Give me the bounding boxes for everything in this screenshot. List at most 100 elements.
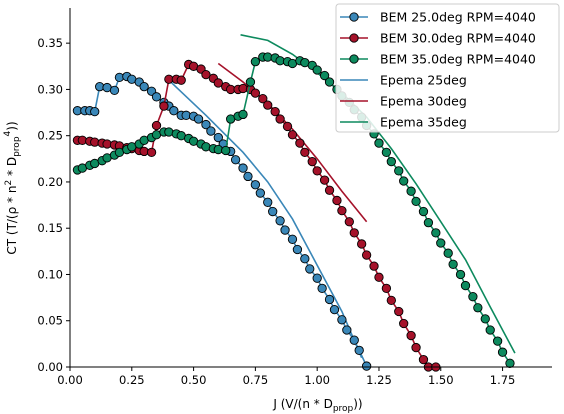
- data-point: [250, 57, 261, 67]
- data-point: [436, 238, 446, 248]
- x-tick-label: 0.00: [57, 373, 83, 387]
- data-point: [354, 345, 364, 355]
- data-point: [270, 106, 280, 117]
- data-point: [374, 272, 384, 282]
- data-point: [369, 261, 379, 271]
- legend-items: BEM 25.0deg RPM=4040 BEM 30.0deg RPM=4040…: [340, 10, 536, 130]
- data-point: [324, 294, 335, 305]
- legend-swatch-marker: [349, 33, 359, 43]
- data-point: [319, 175, 330, 185]
- x-tick-label: 0.75: [243, 373, 269, 387]
- y-tick-label: 0.15: [37, 221, 63, 235]
- data-point: [418, 354, 429, 365]
- axes: 0.00 0.25 0.50 0.75 1.00 1.25 1.50 1.75 0.000.0…: [37, 8, 552, 387]
- data-point: [258, 94, 268, 104]
- data-point: [109, 85, 120, 96]
- data-point: [406, 330, 416, 341]
- data-point: [250, 180, 261, 190]
- data-point: [361, 250, 372, 260]
- data-point: [159, 101, 169, 111]
- data-point: [176, 75, 186, 85]
- x-tick-label: 0.50: [181, 373, 207, 387]
- x-tick-label: 1.50: [428, 373, 454, 387]
- data-point: [193, 114, 204, 124]
- data-point: [275, 216, 285, 226]
- y-tick-label: 0.05: [37, 314, 63, 328]
- data-point: [319, 70, 330, 81]
- data-point: [169, 106, 179, 116]
- data-point: [280, 225, 290, 235]
- data-point: [282, 121, 293, 132]
- data-point: [468, 292, 478, 302]
- x-tick-label: 1.00: [304, 373, 330, 387]
- data-point: [394, 166, 404, 176]
- data-point: [342, 325, 352, 335]
- data-point: [307, 156, 317, 167]
- data-point: [295, 138, 305, 148]
- data-point: [349, 228, 359, 238]
- y-axis-title: CT (T/(ρ * n2 * Dprop4)): [3, 121, 22, 254]
- data-point: [287, 130, 298, 140]
- data-point: [292, 244, 303, 255]
- data-point: [337, 205, 347, 216]
- data-point: [349, 335, 359, 345]
- x-tick-label: 1.75: [490, 373, 516, 387]
- legend-label: BEM 30.0deg RPM=4040: [380, 31, 536, 46]
- data-point: [381, 283, 392, 293]
- y-ticks: 0.00 0.05 0.10 0.15 0.20 0.25 0.30 0.35: [37, 36, 70, 374]
- data-point: [287, 234, 298, 244]
- series-epema-35deg: [240, 34, 516, 354]
- data-point: [151, 92, 162, 102]
- data-point: [300, 254, 310, 264]
- data-point: [317, 283, 327, 293]
- y-tick-label: 0.00: [37, 360, 63, 374]
- data-point: [250, 88, 261, 98]
- legend-label: BEM 25.0deg RPM=4040: [380, 10, 536, 25]
- data-point: [344, 217, 354, 227]
- data-point: [329, 304, 340, 315]
- data-point: [146, 147, 157, 157]
- y-tick-label: 0.35: [37, 36, 63, 50]
- data-point: [492, 336, 503, 346]
- data-point: [485, 325, 495, 335]
- data-point: [361, 361, 372, 371]
- legend-item: Epema 30deg: [340, 94, 467, 109]
- legend-item: Epema 25deg: [340, 73, 467, 88]
- data-point: [90, 106, 100, 117]
- y-tick-label: 0.25: [37, 129, 63, 143]
- legend-box: [335, 3, 560, 133]
- data-point: [411, 342, 421, 353]
- legend-label: BEM 35.0deg RPM=4040: [380, 52, 536, 67]
- data-point: [374, 138, 384, 148]
- data-point: [406, 186, 416, 196]
- data-point: [255, 188, 265, 198]
- data-point: [312, 273, 322, 283]
- data-point: [221, 145, 231, 156]
- series-line: [240, 34, 516, 354]
- data-point: [460, 280, 471, 291]
- data-point: [332, 195, 342, 206]
- data-point: [201, 119, 211, 130]
- data-point: [263, 100, 273, 110]
- x-tick-label: 0.25: [119, 373, 145, 387]
- series-line: [77, 75, 368, 367]
- data-point: [151, 120, 162, 131]
- data-point: [213, 78, 223, 88]
- data-point: [381, 147, 392, 157]
- legend-swatch-marker: [349, 12, 359, 22]
- data-point: [357, 239, 367, 249]
- data-point: [443, 248, 453, 258]
- data-point: [245, 77, 256, 87]
- series-line: [168, 79, 363, 359]
- data-point: [213, 132, 223, 143]
- series-epema-25deg: [168, 79, 363, 359]
- data-point: [448, 259, 458, 269]
- data-point: [324, 185, 335, 195]
- y-tick-label: 0.10: [37, 267, 63, 281]
- data-point: [268, 206, 278, 217]
- data-point: [394, 306, 404, 317]
- legend-item: BEM 35.0deg RPM=4040: [340, 52, 536, 67]
- data-point: [386, 295, 396, 306]
- data-point: [418, 206, 429, 217]
